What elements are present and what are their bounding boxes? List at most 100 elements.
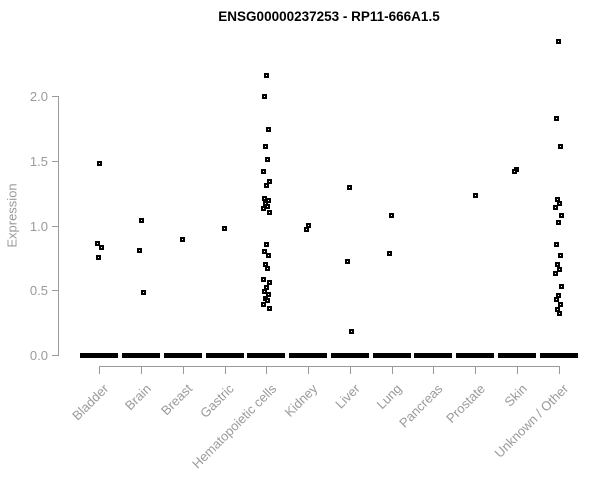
data-point [266, 279, 272, 285]
data-point [556, 39, 562, 45]
zero-value-pileup [456, 352, 495, 358]
data-point [558, 252, 564, 258]
data-point [263, 72, 269, 78]
x-axis-tick [433, 366, 435, 374]
data-point [389, 212, 395, 218]
x-category-label-text: Pancreas [396, 381, 446, 431]
chart-title: ENSG00000237253 - RP11-666A1.5 [218, 9, 440, 24]
data-point [554, 296, 560, 302]
y-axis-tick [52, 290, 58, 292]
y-axis-tick [52, 160, 58, 162]
data-point [260, 168, 266, 174]
data-point [264, 265, 270, 271]
y-axis-line [58, 96, 59, 356]
y-axis-tick [52, 355, 58, 356]
zero-value-pileup [414, 352, 453, 358]
data-point [265, 291, 271, 297]
zero-value-pileup [497, 352, 536, 358]
data-point [345, 259, 351, 265]
x-category-label-text: Kidney [281, 381, 321, 420]
data-point [136, 247, 142, 253]
data-point [303, 226, 309, 232]
x-axis-tick [558, 366, 560, 374]
y-axis-tick-label: 0.5 [29, 283, 48, 299]
x-axis-tick [475, 366, 477, 374]
data-point [266, 305, 272, 311]
data-point [266, 210, 272, 216]
zero-value-pileup [330, 352, 369, 358]
data-point [260, 206, 266, 212]
zero-value-pileup [539, 352, 578, 358]
data-point [261, 195, 267, 201]
data-point [94, 241, 100, 247]
zero-value-pileup [289, 352, 328, 358]
y-axis-tick-label: 1.5 [29, 153, 48, 169]
data-point [263, 242, 269, 248]
data-point [557, 267, 563, 273]
data-point [265, 198, 271, 204]
data-point [95, 255, 101, 261]
data-point [180, 237, 186, 243]
data-point [553, 270, 559, 276]
zero-value-pileup [205, 352, 244, 358]
data-point [261, 93, 267, 99]
y-axis-tick-label: 2.0 [29, 89, 48, 104]
data-point [556, 220, 562, 226]
data-point [264, 156, 270, 162]
data-point [555, 261, 561, 267]
data-point [140, 290, 146, 296]
data-point [349, 329, 355, 335]
x-category-label-text: Breast [158, 381, 196, 419]
x-category-label-text: Unknown / Other [491, 381, 572, 461]
x-category-label-text: Lung [373, 381, 405, 413]
x-axis-tick [224, 366, 226, 374]
data-point [512, 168, 518, 174]
x-axis-line [99, 366, 560, 367]
data-point [553, 204, 559, 210]
x-axis-tick [141, 366, 143, 374]
data-point [96, 160, 102, 166]
y-axis-tick [52, 225, 58, 227]
data-point [264, 298, 270, 304]
data-point [559, 283, 565, 289]
data-point [98, 245, 104, 250]
x-category-label-text: Gastric [197, 381, 238, 421]
x-axis-tick [182, 366, 184, 374]
zero-value-pileup [122, 352, 161, 358]
x-axis-tick [516, 366, 518, 374]
y-axis-label: Expression [4, 183, 20, 248]
data-point [347, 185, 353, 191]
data-point [472, 193, 478, 199]
data-point [263, 182, 269, 188]
data-point [554, 242, 560, 248]
zero-value-pileup [247, 352, 286, 358]
data-point [261, 248, 267, 254]
x-axis-tick [349, 366, 351, 374]
x-axis-tick [308, 366, 310, 374]
y-axis-tick-label: 1.0 [29, 218, 48, 234]
data-point [265, 127, 271, 133]
data-point [262, 144, 268, 149]
data-point [559, 212, 565, 218]
x-category-label-text: Skin [501, 381, 530, 410]
data-point [558, 144, 564, 149]
zero-value-pileup [372, 352, 411, 358]
data-point [266, 178, 272, 184]
x-category-label-text: Brain [121, 381, 154, 414]
data-point [261, 289, 267, 295]
data-point [557, 311, 563, 317]
data-point [264, 203, 270, 209]
x-category-label-text: Liver [331, 381, 363, 412]
data-point [222, 225, 228, 231]
x-category-label-text: Prostate [442, 381, 488, 426]
data-point [265, 252, 271, 258]
data-point [557, 200, 563, 206]
data-point [260, 277, 266, 283]
data-point [387, 251, 393, 257]
zero-value-pileup [80, 352, 119, 358]
data-point [138, 217, 144, 223]
x-axis-tick [99, 366, 101, 374]
zero-value-pileup [163, 352, 202, 358]
x-category-label-text: Bladder [69, 381, 112, 424]
